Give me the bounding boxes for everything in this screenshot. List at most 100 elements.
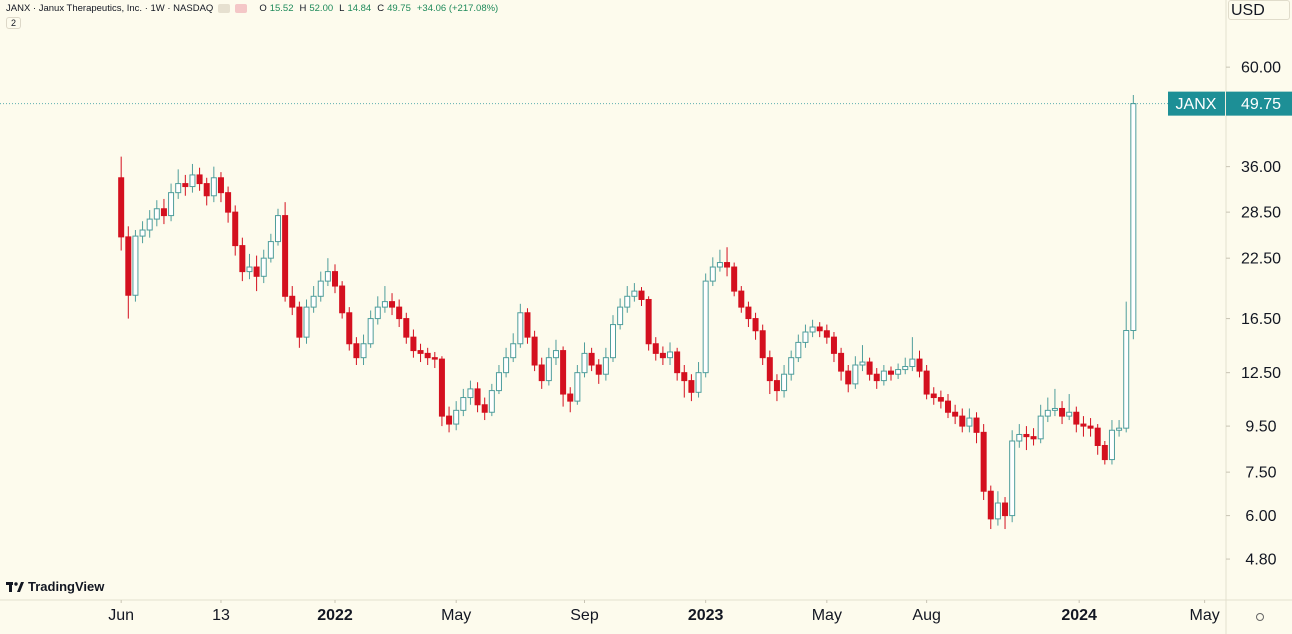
y-tick-label: 22.50 xyxy=(1241,250,1281,267)
icon[interactable] xyxy=(235,4,248,13)
x-tick-label: 2022 xyxy=(317,607,353,624)
x-tick-label: May xyxy=(441,607,471,624)
brand-logo xyxy=(6,581,24,592)
candle-body xyxy=(602,357,609,375)
symbol-label: JANX xyxy=(1176,96,1217,113)
y-tick-label: 28.50 xyxy=(1241,204,1281,221)
last-price-label: 49.75 xyxy=(1241,96,1281,113)
candle-body xyxy=(916,358,923,372)
candle-body xyxy=(168,192,175,217)
candle-body xyxy=(887,370,894,375)
candle-body xyxy=(581,352,588,374)
candle-body xyxy=(346,312,353,345)
candles xyxy=(118,95,1137,530)
candle-body xyxy=(210,177,217,197)
candle-body xyxy=(788,357,795,375)
candle-body xyxy=(709,266,716,282)
x-tick-label: 2023 xyxy=(688,607,724,624)
candle-body xyxy=(232,211,239,247)
candle-body xyxy=(688,380,695,393)
candle-body xyxy=(446,415,453,425)
candle-body xyxy=(823,330,830,338)
currency-selector[interactable]: USD xyxy=(1228,0,1290,20)
candle-body xyxy=(381,301,388,308)
candle-body xyxy=(880,370,887,382)
candle-body xyxy=(588,352,595,366)
candle-body xyxy=(424,352,431,359)
candle-body xyxy=(481,404,488,413)
indicator-toggle[interactable]: 2 xyxy=(6,17,22,29)
candle-body xyxy=(453,409,460,425)
candle-body xyxy=(317,280,324,297)
candle-body xyxy=(994,502,1001,520)
settings-icon[interactable] xyxy=(1256,613,1264,621)
candle-body xyxy=(503,357,510,374)
candle-body xyxy=(1016,433,1023,442)
candle-body xyxy=(1059,407,1066,417)
change: +34.06 (+217.08%) xyxy=(416,3,499,14)
icon[interactable] xyxy=(218,4,231,13)
symbol-label-box xyxy=(1168,91,1225,116)
candle-body xyxy=(987,490,994,520)
candle-body xyxy=(474,388,481,406)
y-tick-label: 9.50 xyxy=(1245,418,1276,435)
y-tick-label: 12.50 xyxy=(1241,365,1281,382)
candle-body xyxy=(681,372,688,382)
candle-body xyxy=(1002,502,1009,517)
candle-body xyxy=(146,218,153,231)
y-tick-label: 60.00 xyxy=(1241,59,1281,76)
candle-body xyxy=(667,351,674,359)
candle-body xyxy=(731,266,738,292)
ohlc-letter: H xyxy=(299,3,307,14)
x-tick-label: Aug xyxy=(912,607,940,624)
candle-body xyxy=(652,343,659,354)
candle-body xyxy=(852,364,859,385)
currency: USD xyxy=(1231,2,1265,19)
candle-body xyxy=(716,262,723,268)
candle-body xyxy=(930,393,937,399)
candle-body xyxy=(966,417,973,427)
candle-body xyxy=(531,336,538,366)
candle-body xyxy=(873,373,880,382)
candle-body xyxy=(859,361,866,366)
candle-body xyxy=(674,351,681,374)
candle-body xyxy=(845,370,852,385)
candle-body xyxy=(745,306,752,320)
candle-body xyxy=(895,369,902,375)
candle-body xyxy=(809,326,816,333)
candle-body xyxy=(488,390,495,413)
candle-body xyxy=(389,301,396,308)
candle-body xyxy=(296,306,303,338)
candle-body xyxy=(274,215,281,243)
candle-body xyxy=(118,177,125,238)
candle-body xyxy=(353,343,360,359)
y-tick-label: 4.80 xyxy=(1245,551,1276,568)
candle-body xyxy=(816,326,823,332)
candle-body xyxy=(467,388,474,399)
candle-body xyxy=(196,174,203,185)
ohlc-value: 14.84 xyxy=(347,3,372,14)
candle-body xyxy=(160,208,167,217)
candle-body xyxy=(1094,427,1101,446)
x-tick-label: May xyxy=(1189,607,1219,624)
candle-body xyxy=(289,295,296,308)
candle-body xyxy=(617,306,624,326)
candle-body xyxy=(752,318,759,332)
candle-body xyxy=(631,290,638,297)
candle-body xyxy=(595,364,602,375)
symbol-line: JANX · Janux Therapeutics, Inc. · 1W · N… xyxy=(6,3,214,14)
candle-body xyxy=(460,397,467,411)
y-tick-label: 16.50 xyxy=(1241,311,1281,328)
candle-body xyxy=(702,280,709,374)
candle-body xyxy=(638,290,645,300)
candle-body xyxy=(624,295,631,308)
candle-body xyxy=(802,331,809,343)
candle-body xyxy=(567,393,574,402)
candle-body xyxy=(339,285,346,314)
candle-body xyxy=(923,370,930,395)
candle-body xyxy=(838,352,845,372)
candle-body xyxy=(980,431,987,492)
candle-body xyxy=(937,397,944,402)
candle-body xyxy=(1044,409,1051,417)
candle-body xyxy=(1023,433,1030,438)
